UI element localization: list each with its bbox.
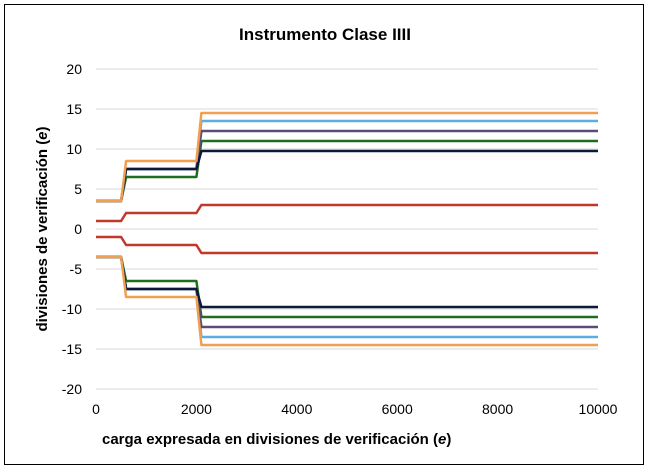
- x-tick-label: 0: [92, 401, 100, 417]
- y-tick-label: -15: [62, 341, 82, 357]
- x-tick-label: 2000: [181, 401, 212, 417]
- x-tick-label: 4000: [281, 401, 312, 417]
- series-line-12: [96, 255, 598, 347]
- chart-title: Instrumento Clase IIII: [239, 25, 411, 44]
- y-axis-label-suffix: ): [34, 126, 51, 131]
- series-layer: [96, 111, 598, 347]
- y-axis-label-var: e: [34, 131, 51, 139]
- y-tick-label: 15: [66, 101, 82, 117]
- y-axis-label: divisiones de verificación (e): [34, 126, 51, 331]
- x-axis-label-prefix: carga expresada en divisiones de verific…: [102, 431, 438, 448]
- chart-frame: [4, 4, 644, 465]
- y-tick-label: 0: [74, 221, 82, 237]
- x-axis-label-var: e: [438, 431, 446, 448]
- x-tick-label: 10000: [579, 401, 618, 417]
- y-tick-label: -10: [62, 301, 82, 317]
- y-tick-label: 5: [74, 181, 82, 197]
- series-line-11: [96, 111, 598, 203]
- y-tick-label: 10: [66, 141, 82, 157]
- series-line-1: [96, 203, 598, 223]
- x-tick-label: 8000: [482, 401, 513, 417]
- x-tick-label: 6000: [382, 401, 413, 417]
- y-tick-label: -20: [62, 381, 82, 397]
- series-line-2: [96, 235, 598, 255]
- grid-lines: [96, 68, 598, 390]
- y-axis-ticks: 20 15 10 5 0 -5 -10 -15 -20: [62, 61, 82, 397]
- y-axis-label-prefix: divisiones de verificación (: [34, 140, 51, 332]
- x-axis-label: carga expresada en divisiones de verific…: [102, 431, 451, 448]
- x-axis-label-suffix: ): [446, 431, 451, 448]
- y-tick-label: -5: [70, 261, 83, 277]
- y-tick-label: 20: [66, 61, 82, 77]
- x-axis-ticks: 0 2000 4000 6000 8000 10000: [92, 401, 618, 417]
